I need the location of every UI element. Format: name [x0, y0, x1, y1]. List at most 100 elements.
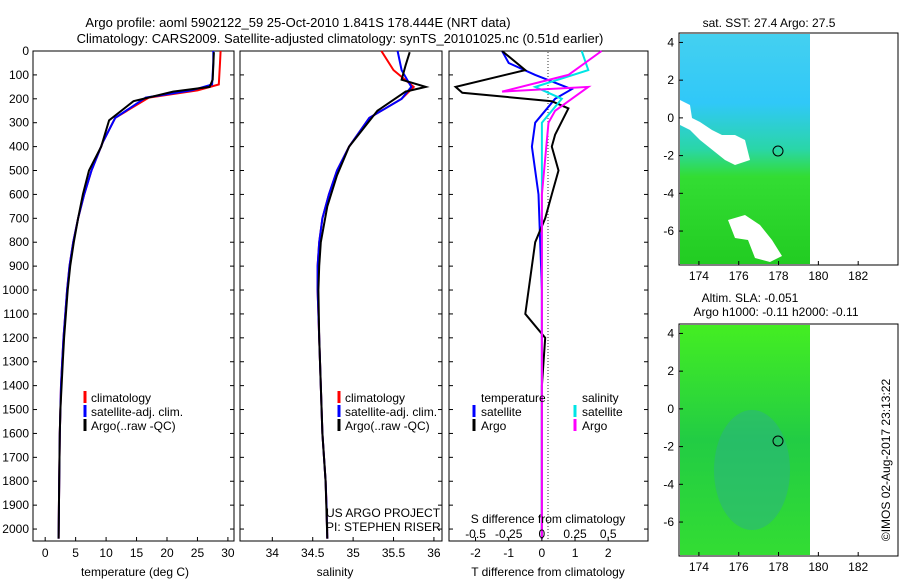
salinity-xlabel: salinity	[317, 565, 354, 579]
salinity-series	[316, 50, 430, 539]
difference-t-ticks: -2 -1 0 1 2	[470, 537, 612, 560]
argo-location-marker	[772, 435, 784, 447]
sst-cloud-mask-2	[728, 215, 782, 262]
series-line-salinity-satellite	[532, 50, 590, 539]
figure-title-line2: Climatology: CARS2009. Satellite-adjuste…	[77, 31, 604, 46]
difference-series	[453, 50, 603, 539]
depth-tick-label: 100	[9, 68, 29, 82]
map-lat-tick-label: 2	[667, 364, 674, 378]
legend-label-satellite: satellite-adj. clim.	[345, 405, 437, 419]
t-difference-tick-label: -1	[503, 546, 514, 560]
depth-tick-label: 1500	[2, 403, 29, 417]
difference-panel: -0.5 -0.25 0 0.25 0.5 -2 -1 0 1 2 S difference f…	[448, 50, 649, 579]
pi-label: PI: STEPHEN RISER	[326, 520, 441, 534]
depth-tick-label: 500	[9, 164, 29, 178]
temperature-x-ticks: 0 5 10 15 20 25 30	[42, 537, 235, 560]
map-lat-tick-label: -6	[663, 224, 674, 238]
sla-map-title1: Altim. SLA: -0.051	[702, 291, 799, 305]
depth-tick-label: 600	[9, 187, 29, 201]
s-difference-tick-label: 0.5	[600, 527, 617, 541]
sla-low-anomaly	[714, 410, 790, 530]
argo-location-marker	[772, 145, 784, 157]
sst-map: sat. SST: 27.4 Argo: 27.5 4 2 0 -2 -4 -6 174 1…	[663, 16, 899, 283]
figure-title-line1: Argo profile: aoml 5902122_59 25-Oct-201…	[85, 15, 510, 30]
t-difference-tick-label: 2	[605, 546, 612, 560]
depth-tick-label: 0	[22, 44, 29, 58]
salinity-legend: climatology satellite-adj. clim. Argo(..…	[337, 391, 437, 433]
depth-tick-label: 900	[9, 259, 29, 273]
legend-salinity-title: salinity	[582, 391, 619, 405]
depth-tick-label: 200	[9, 92, 29, 106]
depth-tick-label: 1300	[2, 355, 29, 369]
map-lon-tick-label: 176	[729, 560, 749, 574]
map-lon-tick-label: 180	[808, 560, 828, 574]
series-line-satellite-adj-clim	[57, 51, 215, 539]
series-line-argo-raw-qc	[317, 51, 430, 539]
depth-tick-label: 1200	[2, 331, 29, 345]
t-difference-tick-label: -2	[470, 546, 481, 560]
depth-tick-label: 800	[9, 235, 29, 249]
map-lon-tick-label: 182	[848, 560, 868, 574]
map-lat-tick-label: -4	[663, 186, 674, 200]
depth-tick-label: 1100	[3, 307, 29, 321]
depth-tick-label: 300	[9, 116, 29, 130]
sla-y-ticks: 4 2 0 -2 -4 -6	[663, 326, 683, 529]
s-difference-tick-label: -0.5	[465, 527, 486, 541]
legend-label-s-argo: Argo	[582, 419, 608, 433]
depth-tick-label: 1600	[2, 426, 29, 440]
temperature-tick-label: 10	[99, 546, 113, 560]
legend-label-argo: Argo(..raw -QC)	[345, 419, 430, 433]
map-lon-tick-label: 182	[848, 269, 868, 283]
legend-label-climatology: climatology	[91, 391, 151, 405]
map-lat-tick-label: -6	[663, 515, 674, 529]
depth-tick-label: 1400	[2, 379, 29, 393]
map-lat-tick-label: 2	[667, 73, 674, 87]
t-difference-tick-label: 0	[539, 546, 546, 560]
salinity-axes-frame	[239, 50, 443, 542]
legend-label-t-satellite: satellite	[481, 405, 522, 419]
salinity-tick-label: 35	[346, 546, 360, 560]
legend-label-argo: Argo(..raw -QC)	[91, 419, 176, 433]
series-line-argo-raw-qc	[57, 52, 215, 539]
legend-label-climatology: climatology	[345, 391, 405, 405]
series-line-climatology	[57, 50, 222, 539]
depth-tick-label: 1000	[2, 283, 29, 297]
map-lon-tick-label: 174	[689, 269, 709, 283]
depth-tick-label: 2000	[2, 522, 29, 536]
map-lat-tick-label: -2	[663, 149, 674, 163]
temperature-panel: 0100200300400500600700800900100011001200…	[2, 44, 648, 579]
depth-axis-labels: 0 100 200 300 400 500 600 700 800 900 1000 1100 1200…	[2, 44, 648, 536]
map-lat-tick-label: 4	[667, 35, 674, 49]
salinity-tick-label: 34.5	[301, 546, 325, 560]
sst-map-title: sat. SST: 27.4 Argo: 27.5	[703, 16, 836, 30]
map-lat-tick-label: 0	[667, 402, 674, 416]
map-lat-tick-label: -4	[663, 477, 674, 491]
series-line-salinity-argo	[501, 50, 603, 539]
map-lon-tick-label: 178	[769, 560, 789, 574]
sla-map: Altim. SLA: -0.051 Argo h1000: -0.11 h20…	[663, 291, 899, 574]
difference-legend: temperature satellite Argo salinity sate…	[472, 391, 623, 433]
sst-cloud-mask	[680, 100, 750, 165]
t-difference-xlabel: T difference from climatology	[471, 565, 625, 579]
sla-x-ticks: 174 176 178 180 182	[689, 552, 869, 574]
sst-x-ticks: 174 176 178 180 182	[689, 261, 869, 283]
temperature-tick-label: 25	[191, 546, 205, 560]
series-line-satellite-adj-clim	[316, 50, 413, 539]
temperature-tick-label: 5	[72, 546, 79, 560]
depth-tick-label: 1900	[2, 498, 29, 512]
map-lon-tick-label: 180	[808, 269, 828, 283]
legend-label-t-argo: Argo	[481, 419, 507, 433]
difference-axes-frame	[448, 50, 649, 542]
temperature-tick-label: 0	[42, 546, 49, 560]
s-difference-tick-label: 0.25	[563, 527, 587, 541]
s-difference-title: S difference from climatology	[471, 512, 626, 526]
legend-temperature-title: temperature	[481, 391, 546, 405]
temperature-tick-label: 20	[160, 546, 174, 560]
imos-stamp: ©IMOS 02-Aug-2017 23:13:22	[879, 379, 893, 542]
series-line-temperature-argo	[453, 50, 570, 539]
project-label: US ARGO PROJECT	[326, 506, 441, 520]
salinity-panel: 34 34.5 35 35.5 36 salinity climatology sate…	[239, 50, 443, 579]
depth-tick-label: 1800	[2, 474, 29, 488]
map-lat-tick-label: 0	[667, 111, 674, 125]
